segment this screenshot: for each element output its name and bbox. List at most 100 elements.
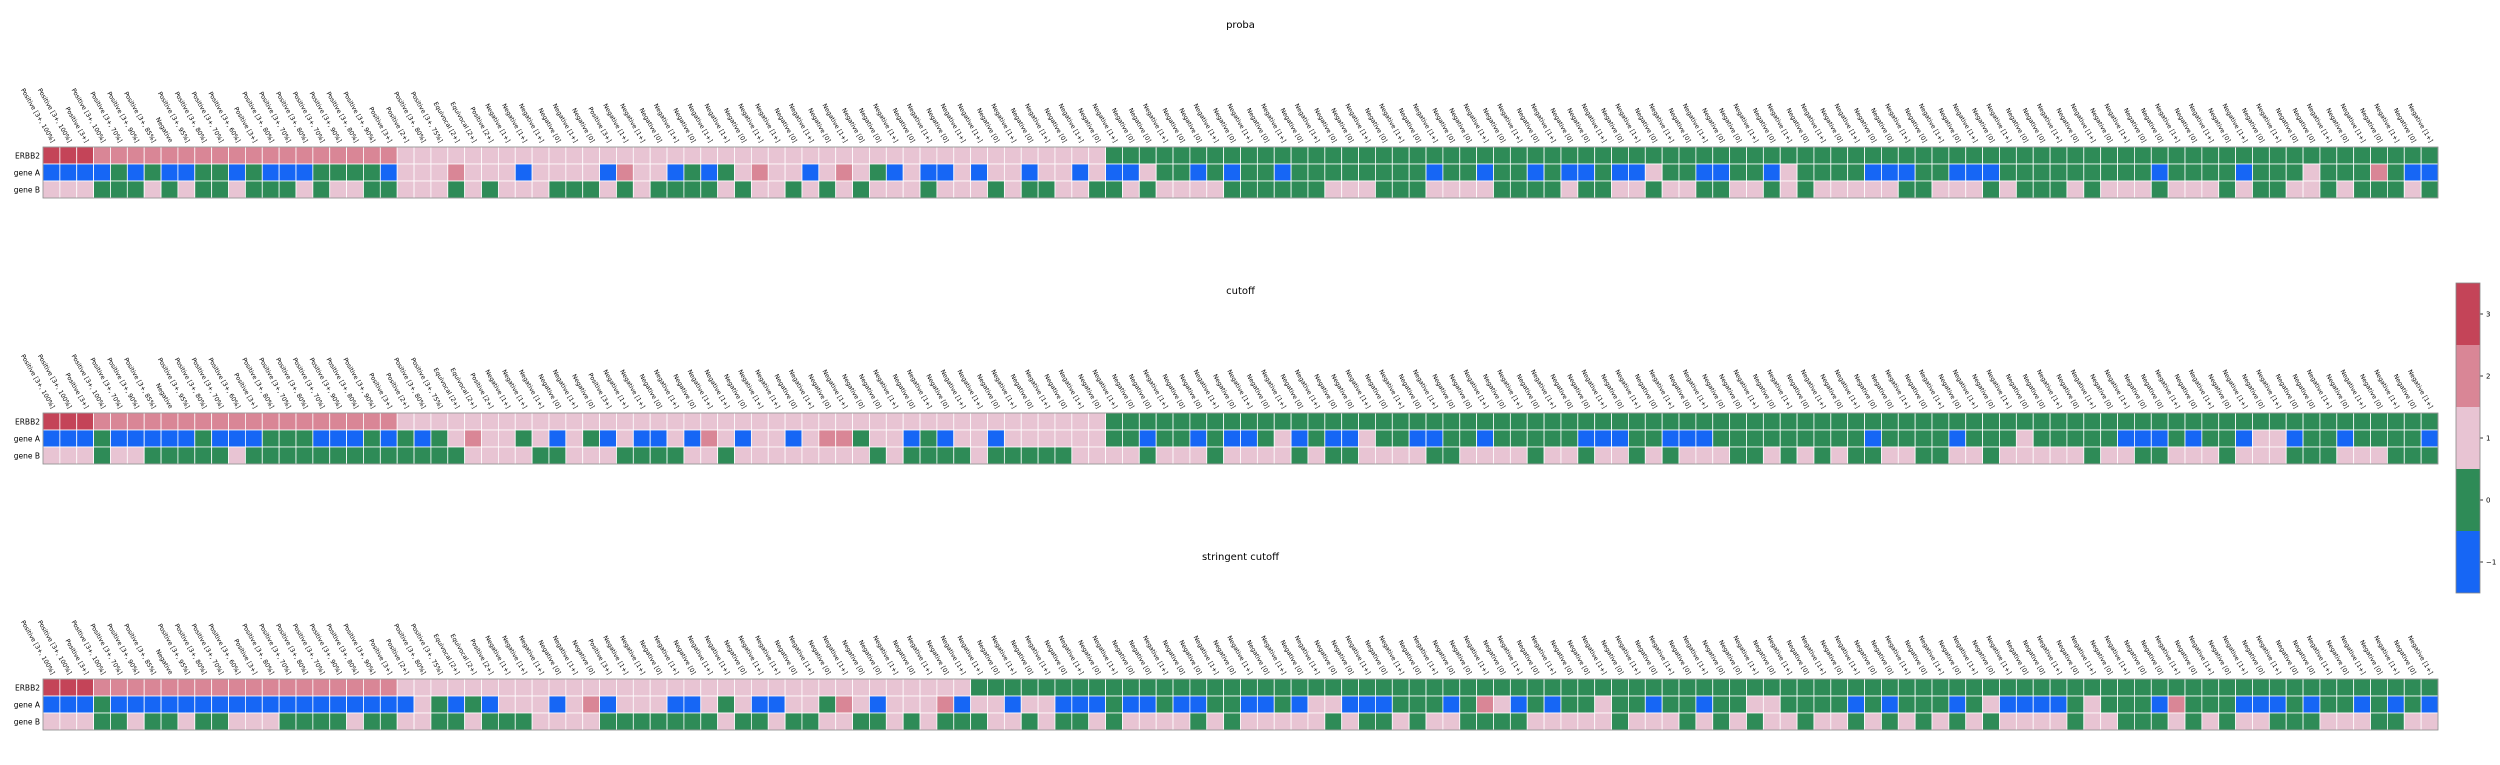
heatmap-cell: [1391, 429, 1410, 448]
heatmap-cell: [1341, 146, 1359, 165]
heatmap-cell: [1206, 429, 1225, 448]
heatmap-cell: [1003, 446, 1022, 465]
heatmap-cell: [430, 146, 449, 165]
heatmap-cell: [632, 712, 651, 731]
heatmap-cell: [2319, 180, 2338, 199]
heatmap-cell: [2032, 712, 2051, 731]
heatmap-cell: [616, 163, 634, 182]
heatmap-cell: [666, 695, 685, 714]
heatmap-cell: [481, 429, 499, 448]
heatmap-cell: [110, 695, 128, 714]
heatmap-cell: [885, 163, 904, 182]
heatmap-cell: [700, 429, 719, 448]
heatmap-cell: [126, 146, 145, 165]
heatmap-cell: [1476, 163, 1494, 182]
heatmap-cell: [885, 146, 904, 165]
heatmap-cell: [1914, 429, 1933, 448]
heatmap-cell: [1729, 695, 1747, 714]
heatmap-cell: [1864, 695, 1882, 714]
heatmap-cell: [1830, 412, 1849, 431]
heatmap-cell: [497, 146, 516, 165]
heatmap-cell: [1881, 695, 1899, 714]
heatmap-cell: [379, 712, 398, 731]
heatmap-cell: [1999, 180, 2017, 199]
heatmap-cell: [902, 695, 921, 714]
heatmap-cell: [1290, 412, 1309, 431]
heatmap-cell: [2319, 695, 2338, 714]
heatmap-cell: [1897, 429, 1916, 448]
heatmap-cell: [919, 446, 938, 465]
heatmap-cell: [1155, 180, 1174, 199]
heatmap-cell: [953, 429, 972, 448]
heatmap-cell: [700, 695, 719, 714]
heatmap-cell: [784, 163, 803, 182]
heatmap-cell: [2083, 429, 2102, 448]
heatmap-cell: [1796, 429, 1815, 448]
heatmap-cell: [531, 446, 550, 465]
heatmap-cell: [1206, 695, 1225, 714]
heatmap-cell: [2049, 163, 2068, 182]
heatmap-cell: [244, 695, 263, 714]
heatmap-cell: [93, 180, 111, 199]
heatmap-cell: [2252, 412, 2270, 431]
heatmap-cell: [1914, 412, 1933, 431]
heatmap-cell: [2150, 446, 2169, 465]
heatmap-cell: [1661, 412, 1680, 431]
heatmap-cell: [244, 712, 263, 731]
heatmap-cell: [228, 678, 246, 697]
heatmap-cell: [1391, 146, 1410, 165]
heatmap-cell: [649, 412, 668, 431]
heatmap-cell: [295, 446, 314, 465]
heatmap-cell: [1526, 446, 1545, 465]
heatmap-cell: [363, 446, 381, 465]
heatmap-cell: [1476, 446, 1494, 465]
heatmap-cell: [1054, 163, 1073, 182]
heatmap-cell: [1324, 712, 1343, 731]
heatmap-cell: [1982, 412, 2000, 431]
heatmap-cell: [2403, 712, 2422, 731]
heatmap-cell: [2218, 412, 2237, 431]
heatmap-cell: [2302, 180, 2321, 199]
heatmap-cell: [1644, 695, 1663, 714]
heatmap-cell: [1307, 163, 1326, 182]
heatmap-cell: [1661, 163, 1680, 182]
heatmap-cell: [2268, 180, 2287, 199]
heatmap-cell: [750, 180, 769, 199]
heatmap-cell: [278, 695, 297, 714]
heatmap-cell: [1864, 712, 1882, 731]
heatmap-cell: [548, 446, 567, 465]
heatmap-cell: [1273, 180, 1292, 199]
heatmap-cell: [1779, 429, 1798, 448]
heatmap-cell: [970, 695, 988, 714]
heatmap-cell: [869, 412, 887, 431]
heatmap-cell: [2117, 163, 2135, 182]
heatmap-cell: [2150, 163, 2169, 182]
heatmap-cell: [1375, 446, 1393, 465]
heatmap-cell: [379, 412, 398, 431]
heatmap-cell: [734, 163, 752, 182]
heatmap-cell: [953, 678, 972, 697]
heatmap-cell: [447, 712, 466, 731]
heatmap-cell: [514, 446, 533, 465]
heatmap-cell: [2302, 446, 2321, 465]
heatmap-cell: [1594, 412, 1612, 431]
heatmap-cell: [1543, 695, 1562, 714]
heatmap-cell: [1071, 712, 1090, 731]
heatmap-cell: [1408, 678, 1427, 697]
heatmap-cell: [1341, 712, 1359, 731]
heatmap-cell: [1391, 678, 1410, 697]
colorbar-segment: [2456, 283, 2480, 345]
heatmap-cell: [1729, 146, 1747, 165]
heatmap-cell: [1425, 712, 1444, 731]
heatmap-cell: [2134, 446, 2152, 465]
heatmap-cell: [1577, 163, 1596, 182]
heatmap-cell: [818, 163, 837, 182]
heatmap-cell: [750, 695, 769, 714]
heatmap-cell: [413, 429, 432, 448]
heatmap-cell: [1847, 695, 1865, 714]
heatmap-cell: [548, 712, 567, 731]
heatmap-cell: [1071, 163, 1090, 182]
heatmap-cell: [649, 146, 668, 165]
heatmap-cell: [110, 678, 128, 697]
heatmap-cell: [1138, 446, 1157, 465]
